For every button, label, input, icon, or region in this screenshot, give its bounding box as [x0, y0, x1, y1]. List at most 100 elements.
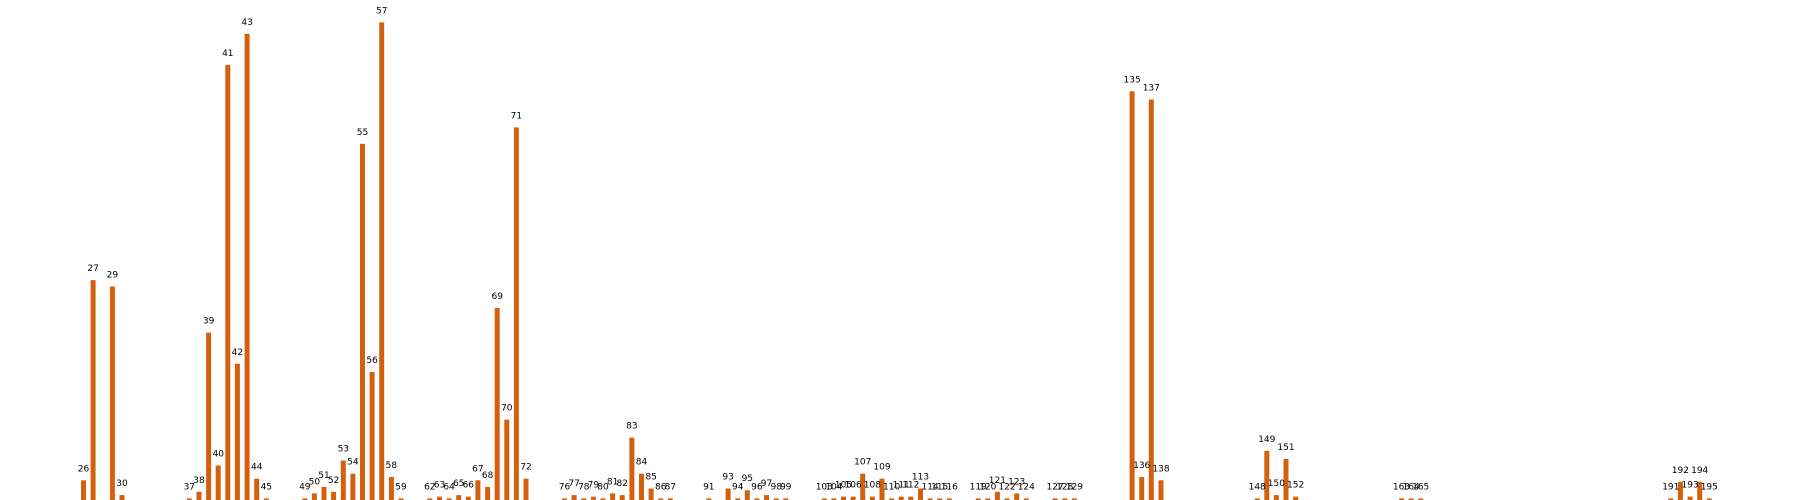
bar-127: [1052, 498, 1058, 500]
bar-105: [841, 496, 846, 500]
bar-label-136: 136: [1133, 461, 1150, 471]
bar-108: [869, 496, 875, 500]
bar-label-51: 51: [318, 471, 329, 481]
bar-label-52: 52: [328, 476, 339, 486]
bar-27: [90, 280, 96, 500]
bar-128: [1062, 498, 1068, 500]
bar-110: [889, 498, 895, 500]
bar-152: [1293, 496, 1299, 500]
bar-53: [340, 460, 346, 500]
bar-129: [1071, 498, 1077, 500]
bar-label-149: 149: [1258, 435, 1275, 445]
bar-label-135: 135: [1124, 75, 1141, 85]
bar-label-62: 62: [424, 482, 435, 492]
bar-label-63: 63: [434, 481, 445, 491]
bar-122: [1004, 498, 1010, 500]
bar-label-84: 84: [636, 458, 648, 468]
bar-96: [754, 498, 760, 500]
bar-45: [263, 498, 269, 500]
bar-label-38: 38: [193, 476, 205, 486]
bar-label-114: 114: [922, 482, 939, 492]
bar-64: [446, 498, 452, 500]
bar-label-107: 107: [854, 458, 871, 468]
bar-label-94: 94: [732, 482, 744, 492]
bar-29: [109, 286, 115, 500]
bar-label-82: 82: [616, 479, 627, 489]
bar-label-83: 83: [626, 422, 637, 432]
bar-label-76: 76: [559, 482, 571, 492]
bar-124: [1023, 498, 1029, 500]
bar-41: [225, 65, 231, 500]
bar-107: [860, 473, 866, 500]
bar-93: [725, 488, 731, 500]
bar-label-57: 57: [376, 6, 387, 16]
bar-label-26: 26: [78, 464, 90, 474]
bar-77: [571, 495, 577, 500]
bar-115: [937, 498, 943, 500]
bar-151: [1283, 459, 1289, 500]
bar-label-54: 54: [347, 458, 359, 468]
bar-69: [494, 308, 500, 500]
bar-label-106: 106: [845, 481, 862, 491]
bar-193: [1687, 496, 1693, 500]
bar-label-71: 71: [511, 111, 522, 121]
bar-label-103: 103: [816, 482, 833, 492]
bar-label-163: 163: [1393, 482, 1410, 492]
bar-label-104: 104: [825, 482, 842, 492]
bar-116: [946, 498, 952, 500]
bar-97: [764, 495, 769, 500]
bar-label-120: 120: [979, 482, 996, 492]
bar-195: [1706, 498, 1712, 500]
bar-51: [321, 486, 327, 500]
bar-label-43: 43: [241, 18, 252, 28]
bar-label-45: 45: [261, 482, 272, 492]
bar-95: [744, 490, 750, 500]
bar-label-81: 81: [607, 477, 618, 487]
bar-label-86: 86: [655, 482, 667, 492]
bar-138: [1158, 480, 1164, 500]
bar-83: [629, 437, 635, 500]
bar-label-192: 192: [1672, 466, 1689, 476]
bar-label-93: 93: [722, 473, 733, 483]
bar-label-30: 30: [116, 479, 128, 489]
bar-label-56: 56: [366, 356, 378, 366]
bar-30: [119, 495, 125, 500]
bar-104: [831, 498, 837, 500]
bar-label-77: 77: [568, 479, 579, 489]
bar-label-37: 37: [184, 482, 195, 492]
bar-121: [994, 491, 1000, 500]
bar-label-67: 67: [472, 464, 483, 474]
bar-55: [360, 143, 365, 500]
bar-86: [658, 498, 664, 500]
bar-165: [1418, 498, 1424, 500]
bar-label-79: 79: [588, 481, 600, 491]
bar-label-123: 123: [1008, 477, 1025, 487]
bar-label-85: 85: [645, 473, 656, 483]
bar-label-164: 164: [1403, 482, 1420, 492]
bar-68: [485, 486, 491, 500]
bar-label-165: 165: [1412, 482, 1429, 492]
bar-label-138: 138: [1152, 464, 1169, 474]
bar-label-99: 99: [780, 482, 792, 492]
bar-label-113: 113: [912, 473, 929, 483]
bar-label-193: 193: [1682, 481, 1699, 491]
bars-group: [81, 22, 1712, 500]
bar-label-59: 59: [395, 482, 407, 492]
bar-70: [504, 419, 510, 500]
bar-56: [369, 372, 375, 500]
bar-label-53: 53: [338, 445, 349, 455]
bar-40: [215, 465, 221, 500]
bar-label-55: 55: [357, 128, 368, 138]
bar-137: [1148, 99, 1154, 500]
bar-label-50: 50: [309, 477, 321, 487]
bar-label-68: 68: [482, 471, 494, 481]
bar-label-44: 44: [251, 463, 263, 473]
bar-label-42: 42: [232, 348, 243, 358]
bar-57: [379, 22, 385, 500]
bar-63: [437, 496, 442, 500]
bar-label-65: 65: [453, 479, 464, 489]
bar-191: [1668, 498, 1674, 500]
bar-71: [513, 127, 519, 500]
